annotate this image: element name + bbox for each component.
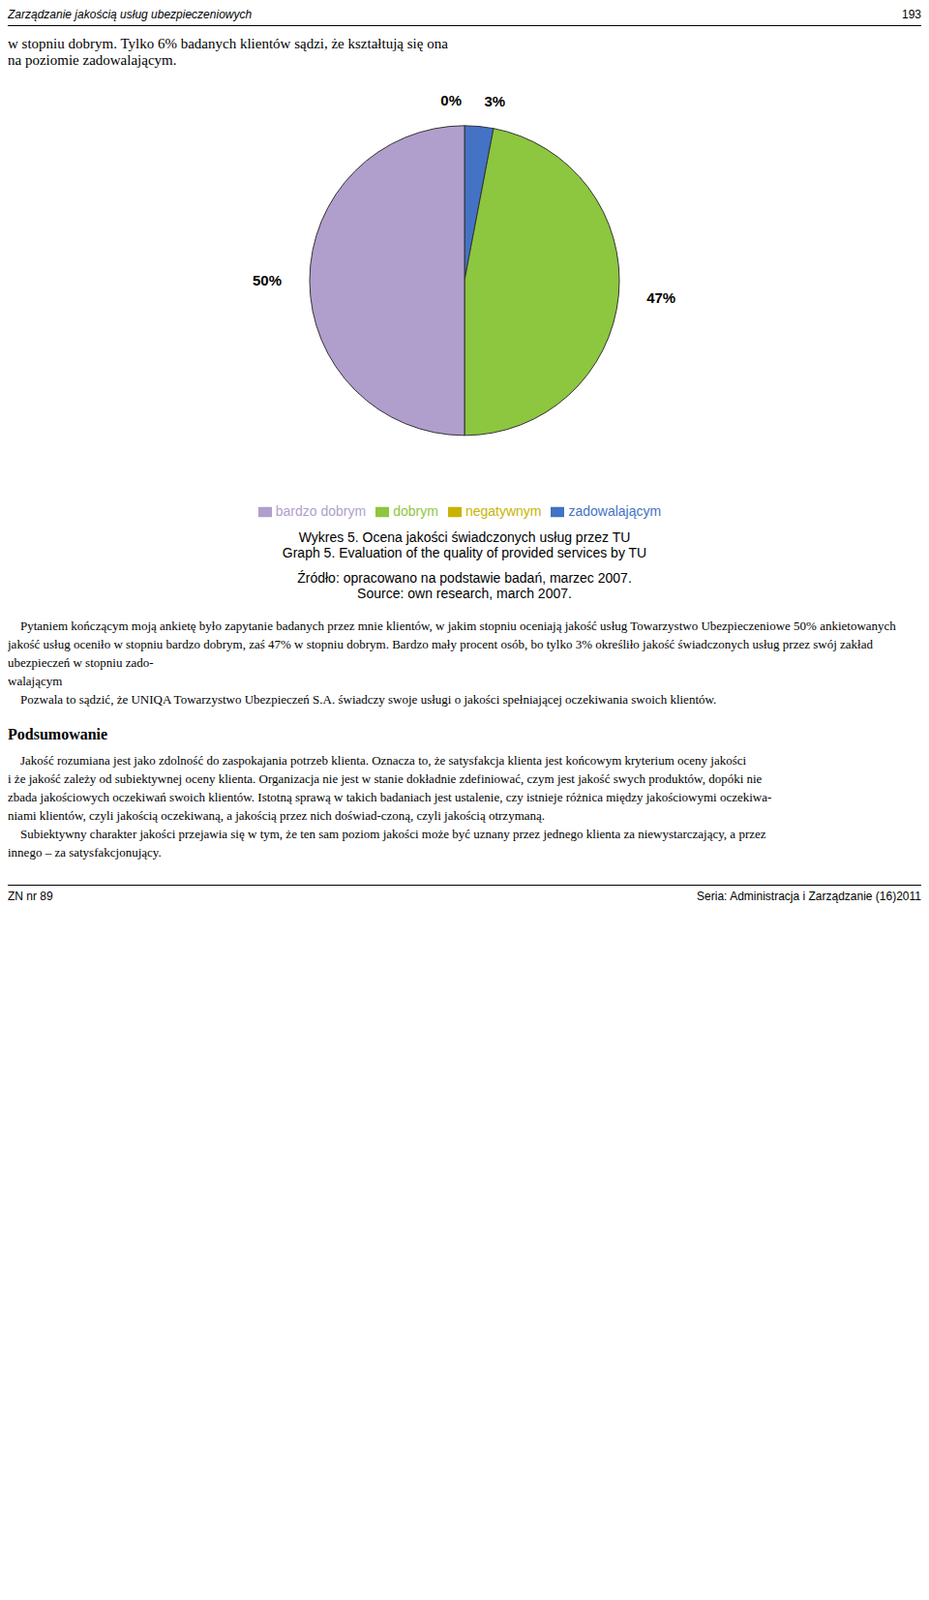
html-text:dobrym: dobrym bbox=[393, 502, 439, 519]
html-text:negatywnym: negatywnym bbox=[465, 502, 542, 519]
html-text:Źródło: opracowano na podstawi: Źródło: opracowano na podstawie badań, m… bbox=[297, 569, 632, 586]
html-text:zadowalającym: zadowalającym bbox=[568, 502, 662, 519]
html-text:Seria: Administracja i Zarządz: Seria: Administracja i Zarządzanie (16)2… bbox=[696, 889, 922, 903]
html-text:Podsumowanie: Podsumowanie bbox=[7, 725, 108, 743]
html-text:Pozwala to sądzić, że UNIQA To: Pozwala to sądzić, że UNIQA Towarzystwo … bbox=[7, 691, 717, 707]
html-text:niami klientów, czyli jakością: niami klientów, czyli jakością oczekiwan… bbox=[7, 808, 545, 823]
html-text:jakość usług oceniło w stopniu: jakość usług oceniło w stopniu bardzo do… bbox=[7, 636, 876, 670]
html-text:Zarządzanie jakością usług ube: Zarządzanie jakością usług ubezpieczenio… bbox=[7, 7, 252, 22]
html-text:w stopniu dobrym. Tylko 6% bad: w stopniu dobrym. Tylko 6% badanych klie… bbox=[7, 35, 448, 68]
html-text:bardzo dobrym: bardzo dobrym bbox=[275, 502, 366, 519]
html-text:Pytaniem kończącym moją ankiet: Pytaniem kończącym moją ankietę było zap… bbox=[7, 618, 896, 633]
svg-text:0%: 0% bbox=[440, 91, 462, 109]
svg-text:50%: 50% bbox=[252, 271, 282, 289]
html-text:ZN nr 89: ZN nr 89 bbox=[7, 889, 53, 903]
html-text:i że jakość zależy od subiekty: i że jakość zależy od subiektywnej oceny… bbox=[7, 771, 762, 786]
html-text:Jakość rozumiana jest jako zdo: Jakość rozumiana jest jako zdolność do z… bbox=[7, 752, 747, 768]
html-text:Subiektywny charakter jakości: Subiektywny charakter jakości przejawia … bbox=[7, 826, 766, 841]
html-text:Graph 5. Evaluation of the qua: Graph 5. Evaluation of the quality of pr… bbox=[282, 544, 647, 561]
html-text:Source: own research, march 20: Source: own research, march 2007. bbox=[357, 585, 572, 601]
svg-text:47%: 47% bbox=[646, 289, 676, 306]
html-text:walającym: walającym bbox=[7, 673, 63, 689]
html-text:innego – za satysfakcjonujący.: innego – za satysfakcjonujący. bbox=[7, 844, 162, 860]
html-text:Wykres 5. Ocena jakości świadc: Wykres 5. Ocena jakości świadczonych usł… bbox=[298, 529, 631, 545]
html-text:193: 193 bbox=[901, 7, 922, 22]
svg-text:3%: 3% bbox=[484, 92, 507, 110]
html-text:zbada jakościowych oczekiwań s: zbada jakościowych oczekiwań swoich klie… bbox=[7, 789, 772, 805]
